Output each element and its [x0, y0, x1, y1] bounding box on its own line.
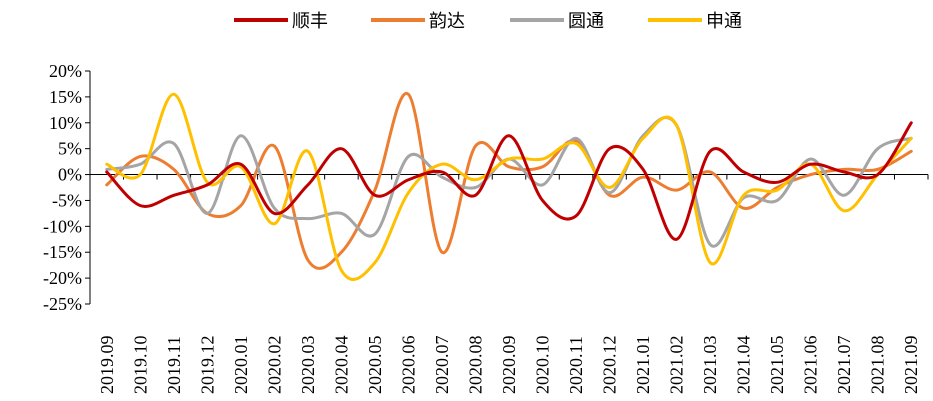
x-tick-label: 2020.08	[465, 336, 485, 394]
x-tick-label: 2020.09	[499, 336, 519, 395]
x-tick-label: 2020.05	[365, 336, 385, 395]
x-tick-label: 2020.10	[533, 336, 553, 395]
x-tick-label: 2021.05	[767, 336, 787, 395]
x-tick-label: 2019.09	[97, 336, 117, 395]
x-tick-label: 2021.02	[667, 336, 687, 395]
legend-label: 申通	[706, 11, 742, 32]
x-tick-label: 2021.03	[700, 336, 720, 395]
x-tick-label: 2019.12	[197, 336, 217, 395]
x-tick-label: 2020.02	[264, 336, 284, 395]
x-tick-label: 2020.06	[398, 336, 418, 395]
x-tick-label: 2020.11	[566, 336, 586, 394]
y-tick-label: 5%	[58, 139, 82, 159]
plot-area	[105, 92, 913, 281]
x-tick-label: 2021.06	[801, 336, 821, 395]
x-tick-label: 2021.04	[734, 336, 754, 395]
x-axis: 2019.09 2019.10 2019.11 2019.12 2020.01 2020.…	[89, 174, 929, 395]
x-tick-label: 2020.12	[600, 336, 620, 395]
legend: 顺丰 韵达 圆通 申通	[234, 11, 742, 32]
series-line-2	[105, 92, 913, 270]
legend-label: 韵达	[429, 11, 465, 32]
y-tick-label: -20%	[43, 268, 82, 288]
legend-label: 顺丰	[292, 11, 328, 32]
series-line-4	[105, 92, 913, 281]
x-tick-label: 2020.03	[298, 336, 318, 395]
y-tick-label: -25%	[43, 294, 82, 314]
series-line-1	[105, 121, 913, 241]
y-tick-label: -15%	[43, 242, 82, 262]
y-tick-label: -5%	[52, 190, 82, 210]
y-tick-label: 0%	[58, 165, 82, 185]
x-tick-label: 2021.09	[901, 336, 921, 395]
x-tick-label: 2020.01	[231, 336, 251, 395]
legend-label: 圆通	[568, 11, 604, 32]
x-tick-label: 2021.01	[633, 336, 653, 395]
x-tick-label: 2021.08	[868, 336, 888, 395]
y-axis: 20% 15% 10% 5% 0% -5% -10% -15% -20% -25%	[43, 61, 91, 314]
x-tick-label: 2020.04	[331, 336, 351, 395]
y-tick-label: 15%	[49, 87, 82, 107]
x-tick-label: 2019.11	[164, 336, 184, 394]
x-tick-label: 2019.10	[130, 336, 150, 395]
x-tick-label: 2021.07	[834, 336, 854, 395]
y-tick-label: 20%	[49, 61, 82, 81]
x-tick-label: 2020.07	[432, 336, 452, 395]
y-tick-label: 10%	[49, 113, 82, 133]
y-tick-label: -10%	[43, 216, 82, 236]
